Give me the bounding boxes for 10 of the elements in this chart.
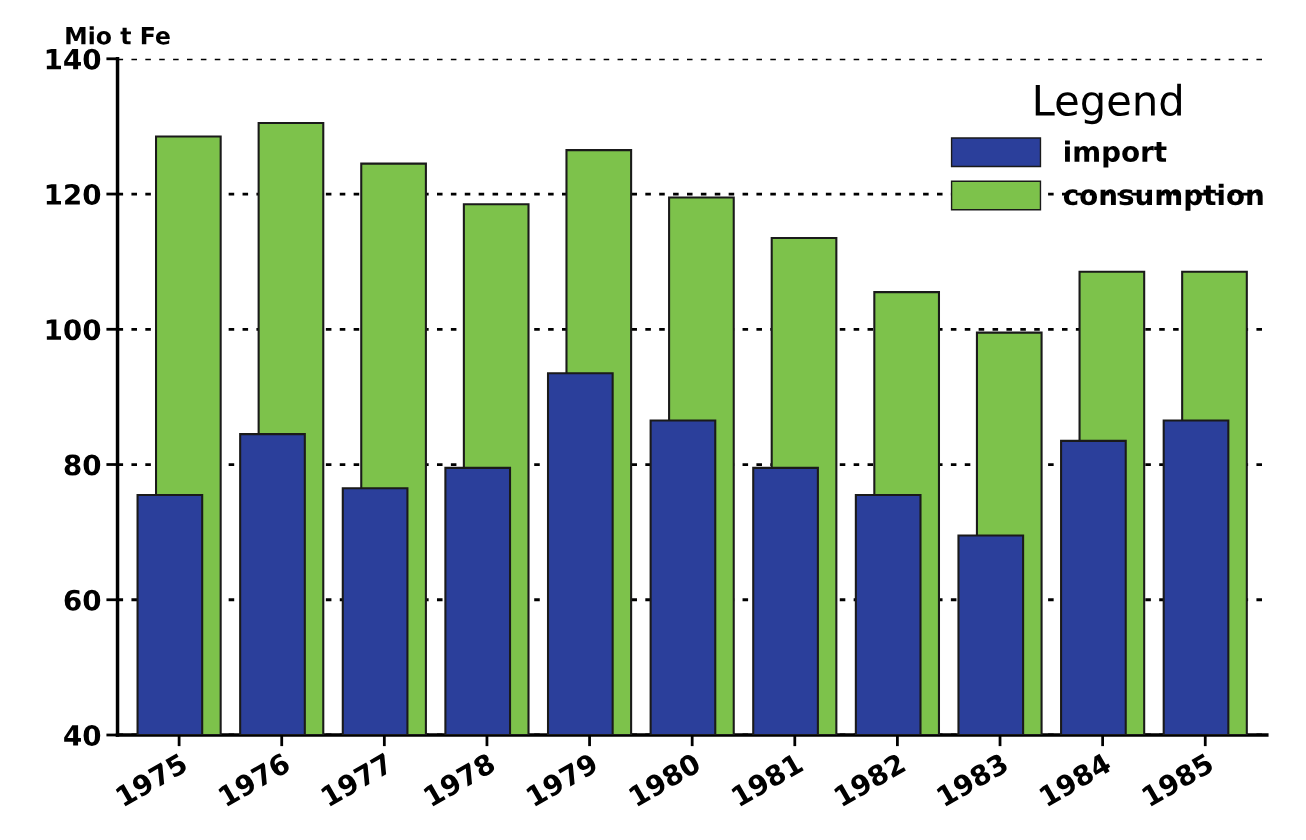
y-tick-label: 60: [64, 589, 101, 611]
y-axis-title: Mio t Fe: [66, 26, 170, 45]
y-tick-label: 40: [64, 724, 101, 746]
y-tick-label: 100: [46, 319, 101, 341]
legend-title: Legend: [1035, 83, 1181, 125]
y-tick-label: 120: [46, 183, 101, 205]
legend-label: import: [1065, 140, 1167, 168]
y-tick-label: 140: [46, 48, 101, 70]
legend-label: consumption: [1063, 183, 1263, 211]
y-tick-label: 80: [64, 454, 101, 476]
